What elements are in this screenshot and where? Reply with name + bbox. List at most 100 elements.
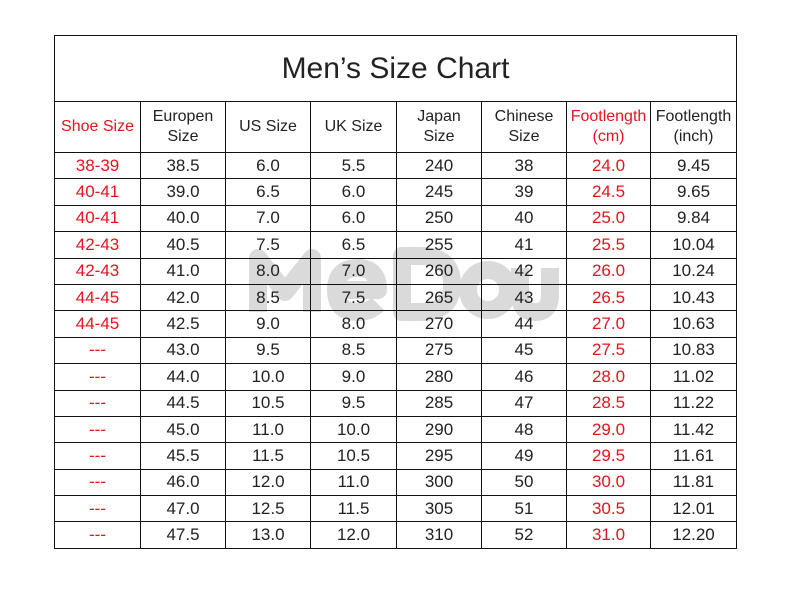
cell-chinese-size: 49	[481, 442, 567, 470]
cell-chinese-size: 46	[481, 363, 567, 391]
cell-shoe-size: ---	[54, 442, 141, 470]
cell-footlength-inch: 9.84	[650, 204, 737, 233]
cell-us-size: 10.5	[225, 389, 311, 417]
cell-european-size: 39.0	[140, 178, 226, 206]
cell-uk-size: 10.5	[310, 442, 397, 470]
cell-shoe-size: 38-39	[54, 151, 141, 180]
cell-footlength-cm: 28.0	[566, 363, 651, 391]
cell-footlength-cm: 26.5	[566, 283, 651, 312]
cell-footlength-inch: 12.01	[650, 495, 737, 523]
page-title: Men’s Size Chart	[54, 35, 737, 102]
cell-chinese-size: 50	[481, 468, 567, 497]
cell-uk-size: 5.5	[310, 151, 397, 180]
cell-footlength-cm: 27.0	[566, 310, 651, 338]
cell-shoe-size: ---	[54, 521, 141, 549]
cell-shoe-size: 44-45	[54, 283, 141, 312]
cell-chinese-size: 47	[481, 389, 567, 417]
cell-japan-size: 275	[396, 336, 482, 365]
cell-japan-size: 270	[396, 310, 482, 338]
header-row: Shoe Size Europen Size US Size UK Size Japan…	[54, 101, 737, 153]
size-chart-table: Men’s Size Chart Shoe Size Europen Size US…	[54, 35, 737, 549]
column-header-footlength-inch: Footlength (inch)	[650, 101, 737, 153]
cell-shoe-size: 40-41	[54, 204, 141, 233]
cell-footlength-inch: 10.83	[650, 336, 737, 365]
cell-footlength-inch: 10.04	[650, 231, 737, 259]
column-header-shoe-size: Shoe Size	[54, 101, 141, 153]
cell-japan-size: 290	[396, 415, 482, 444]
cell-shoe-size: 40-41	[54, 178, 141, 206]
cell-us-size: 12.0	[225, 468, 311, 497]
cell-shoe-size: 42-43	[54, 231, 141, 259]
cell-uk-size: 7.5	[310, 283, 397, 312]
cell-chinese-size: 40	[481, 204, 567, 233]
cell-japan-size: 265	[396, 283, 482, 312]
cell-footlength-cm: 27.5	[566, 336, 651, 365]
table-row: --- 46.0 12.0 11.0 300 50 30.0 11.81	[54, 468, 737, 497]
cell-shoe-size: ---	[54, 389, 141, 417]
cell-chinese-size: 48	[481, 415, 567, 444]
column-header-uk-size: UK Size	[310, 101, 397, 153]
table-row: --- 47.5 13.0 12.0 310 52 31.0 12.20	[54, 521, 737, 549]
cell-japan-size: 255	[396, 231, 482, 259]
cell-uk-size: 11.5	[310, 495, 397, 523]
cell-chinese-size: 52	[481, 521, 567, 549]
cell-chinese-size: 51	[481, 495, 567, 523]
cell-uk-size: 11.0	[310, 468, 397, 497]
cell-chinese-size: 44	[481, 310, 567, 338]
table-row: --- 45.5 11.5 10.5 295 49 29.5 11.61	[54, 442, 737, 470]
cell-uk-size: 10.0	[310, 415, 397, 444]
cell-footlength-inch: 10.43	[650, 283, 737, 312]
cell-chinese-size: 42	[481, 257, 567, 285]
cell-japan-size: 305	[396, 495, 482, 523]
cell-footlength-cm: 29.0	[566, 415, 651, 444]
table-row: --- 44.0 10.0 9.0 280 46 28.0 11.02	[54, 363, 737, 391]
cell-european-size: 45.0	[140, 415, 226, 444]
cell-japan-size: 240	[396, 151, 482, 180]
column-header-chinese-size: Chinese Size	[481, 101, 567, 153]
cell-shoe-size: ---	[54, 415, 141, 444]
column-header-footlength-cm: Footlength (cm)	[566, 101, 651, 153]
cell-japan-size: 285	[396, 389, 482, 417]
cell-footlength-cm: 31.0	[566, 521, 651, 549]
cell-uk-size: 9.0	[310, 363, 397, 391]
cell-footlength-cm: 30.5	[566, 495, 651, 523]
cell-japan-size: 260	[396, 257, 482, 285]
cell-chinese-size: 43	[481, 283, 567, 312]
cell-us-size: 7.5	[225, 231, 311, 259]
cell-european-size: 47.5	[140, 521, 226, 549]
cell-japan-size: 300	[396, 468, 482, 497]
cell-chinese-size: 45	[481, 336, 567, 365]
cell-us-size: 8.5	[225, 283, 311, 312]
cell-chinese-size: 38	[481, 151, 567, 180]
cell-chinese-size: 39	[481, 178, 567, 206]
cell-chinese-size: 41	[481, 231, 567, 259]
cell-footlength-inch: 11.02	[650, 363, 737, 391]
title-row: Men’s Size Chart	[54, 35, 737, 102]
cell-uk-size: 8.5	[310, 336, 397, 365]
cell-japan-size: 310	[396, 521, 482, 549]
cell-shoe-size: 44-45	[54, 310, 141, 338]
cell-european-size: 43.0	[140, 336, 226, 365]
cell-uk-size: 6.0	[310, 178, 397, 206]
table-row: --- 44.5 10.5 9.5 285 47 28.5 11.22	[54, 389, 737, 417]
cell-us-size: 9.5	[225, 336, 311, 365]
cell-footlength-inch: 11.22	[650, 389, 737, 417]
cell-us-size: 9.0	[225, 310, 311, 338]
cell-us-size: 6.0	[225, 151, 311, 180]
cell-us-size: 8.0	[225, 257, 311, 285]
cell-footlength-inch: 9.65	[650, 178, 737, 206]
cell-us-size: 13.0	[225, 521, 311, 549]
column-header-japan-size: Japan Size	[396, 101, 482, 153]
cell-footlength-inch: 11.42	[650, 415, 737, 444]
cell-uk-size: 12.0	[310, 521, 397, 549]
cell-us-size: 11.5	[225, 442, 311, 470]
cell-uk-size: 6.0	[310, 204, 397, 233]
cell-european-size: 45.5	[140, 442, 226, 470]
cell-shoe-size: 42-43	[54, 257, 141, 285]
cell-footlength-inch: 11.81	[650, 468, 737, 497]
cell-shoe-size: ---	[54, 363, 141, 391]
cell-european-size: 46.0	[140, 468, 226, 497]
cell-european-size: 42.0	[140, 283, 226, 312]
cell-footlength-inch: 12.20	[650, 521, 737, 549]
table-row: 44-45 42.5 9.0 8.0 270 44 27.0 10.63	[54, 310, 737, 338]
